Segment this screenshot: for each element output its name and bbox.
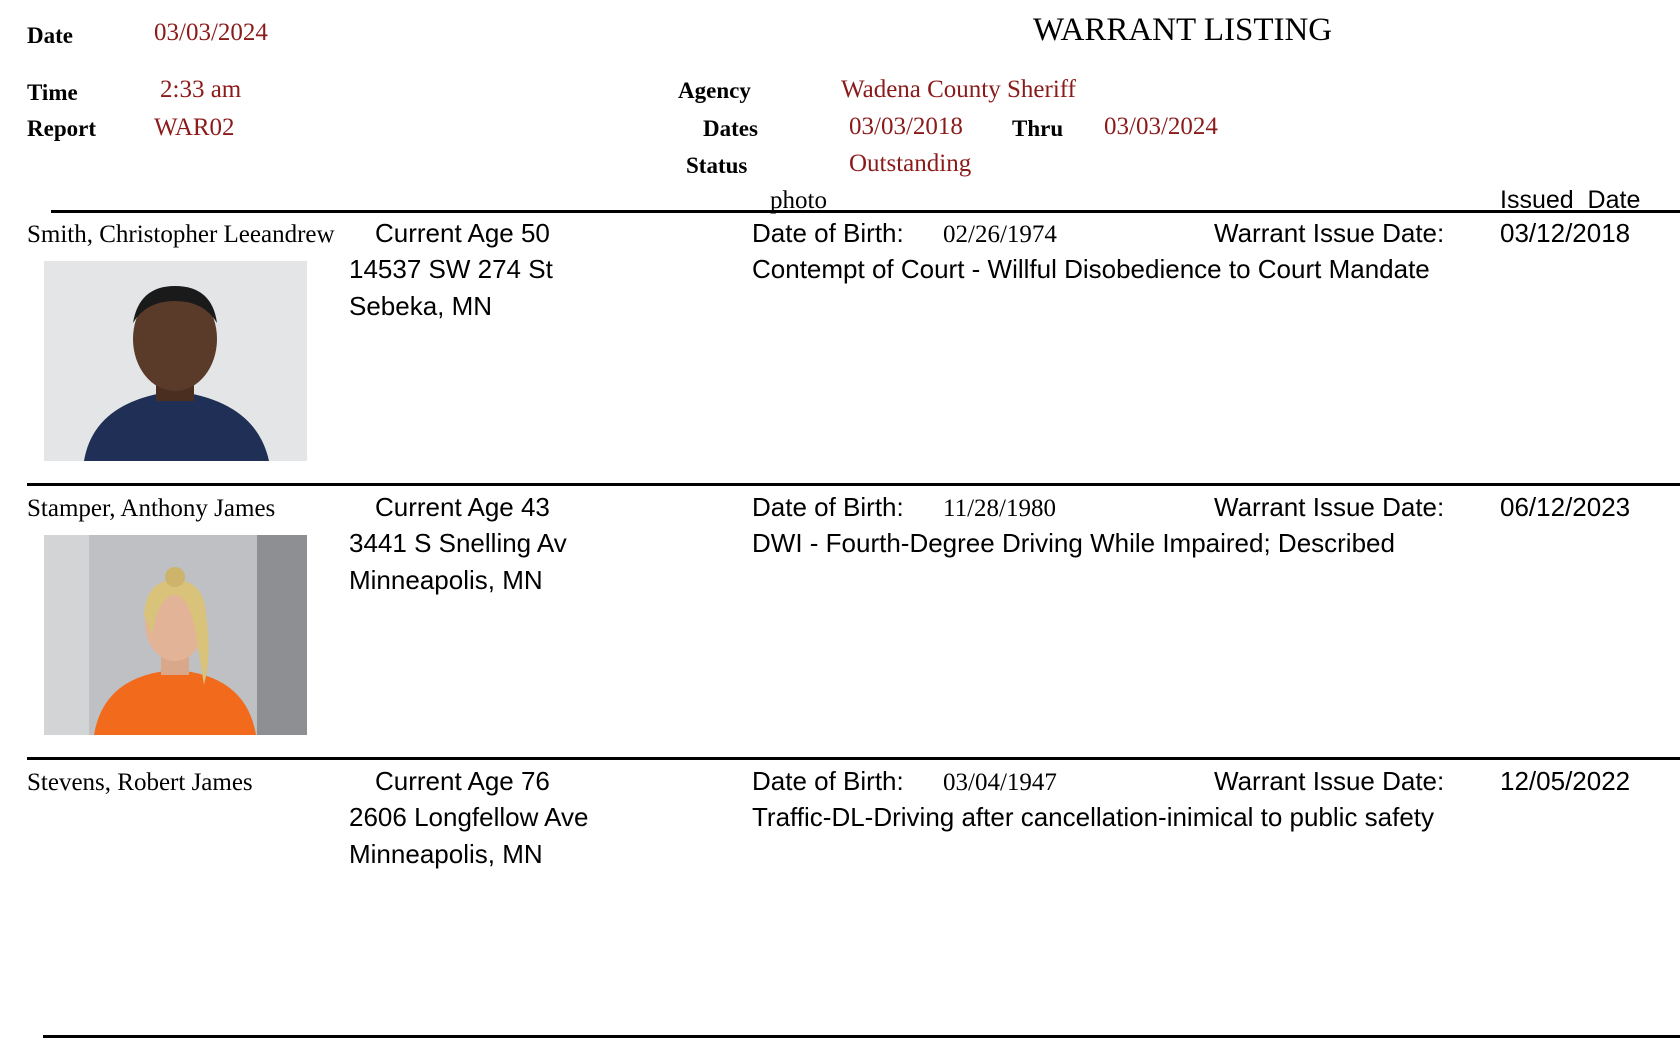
- thru-label: Thru: [1012, 116, 1064, 141]
- mugshot-female-photo: [44, 535, 307, 735]
- time-value: 2:33 am: [160, 76, 242, 103]
- subject-name: Stamper, Anthony James: [27, 495, 276, 522]
- agency-label: Agency: [678, 78, 751, 103]
- time-label: Time: [27, 80, 78, 105]
- current-age: Current Age 76: [375, 766, 550, 796]
- footer-divider: [43, 1035, 1680, 1038]
- status-label: Status: [686, 153, 748, 178]
- status-value: Outstanding: [849, 150, 972, 177]
- address-line-2: Minneapolis, MN: [349, 565, 543, 595]
- report-value: WAR02: [154, 114, 235, 141]
- photo-column-header: photo: [770, 187, 827, 214]
- page-title: WARRANT LISTING: [1033, 12, 1333, 48]
- warrant-issue-date: 12/05/2022: [1500, 766, 1631, 796]
- charge-description: Contempt of Court - Willful Disobedience…: [752, 254, 1430, 284]
- dates-to: 03/03/2024: [1104, 113, 1218, 140]
- address-line-1: 2606 Longfellow Ave: [349, 802, 589, 832]
- warrant-issue-label: Warrant Issue Date:: [1214, 492, 1445, 522]
- warrant-issue-label: Warrant Issue Date:: [1214, 218, 1445, 248]
- dob-value: 03/04/1947: [943, 769, 1057, 796]
- warrant-issue-label: Warrant Issue Date:: [1214, 766, 1445, 796]
- record-divider: [27, 757, 1680, 760]
- address-line-2: Minneapolis, MN: [349, 839, 543, 869]
- subject-name: Stevens, Robert James: [27, 769, 253, 796]
- date-value: 03/03/2024: [154, 19, 268, 46]
- charge-description: Traffic-DL-Driving after cancellation-in…: [752, 802, 1435, 832]
- mugshot-male-photo: [44, 261, 307, 461]
- dates-label: Dates: [703, 116, 758, 141]
- warrant-issue-date: 06/12/2023: [1500, 492, 1631, 522]
- dates-from: 03/03/2018: [849, 113, 963, 140]
- agency-value: Wadena County Sheriff: [841, 76, 1076, 103]
- warrant-issue-date: 03/12/2018: [1500, 218, 1631, 248]
- address-line-1: 3441 S Snelling Av: [349, 528, 567, 558]
- address-line-1: 14537 SW 274 St: [349, 254, 553, 284]
- dob-label: Date of Birth:: [752, 218, 904, 248]
- report-label: Report: [27, 116, 96, 141]
- dob-label: Date of Birth:: [752, 492, 904, 522]
- current-age: Current Age 50: [375, 218, 550, 248]
- header-divider: [51, 210, 1680, 213]
- address-line-2: Sebeka, MN: [349, 291, 493, 321]
- dob-value: 11/28/1980: [943, 495, 1056, 522]
- charge-description: DWI - Fourth-Degree Driving While Impair…: [752, 528, 1395, 558]
- dob-label: Date of Birth:: [752, 766, 904, 796]
- subject-name: Smith, Christopher Leeandrew: [27, 221, 335, 248]
- current-age: Current Age 43: [375, 492, 550, 522]
- dob-value: 02/26/1974: [943, 221, 1057, 248]
- date-label: Date: [27, 23, 73, 48]
- issued-date-column-header: Issued Date: [1500, 186, 1641, 214]
- record-divider: [27, 483, 1680, 486]
